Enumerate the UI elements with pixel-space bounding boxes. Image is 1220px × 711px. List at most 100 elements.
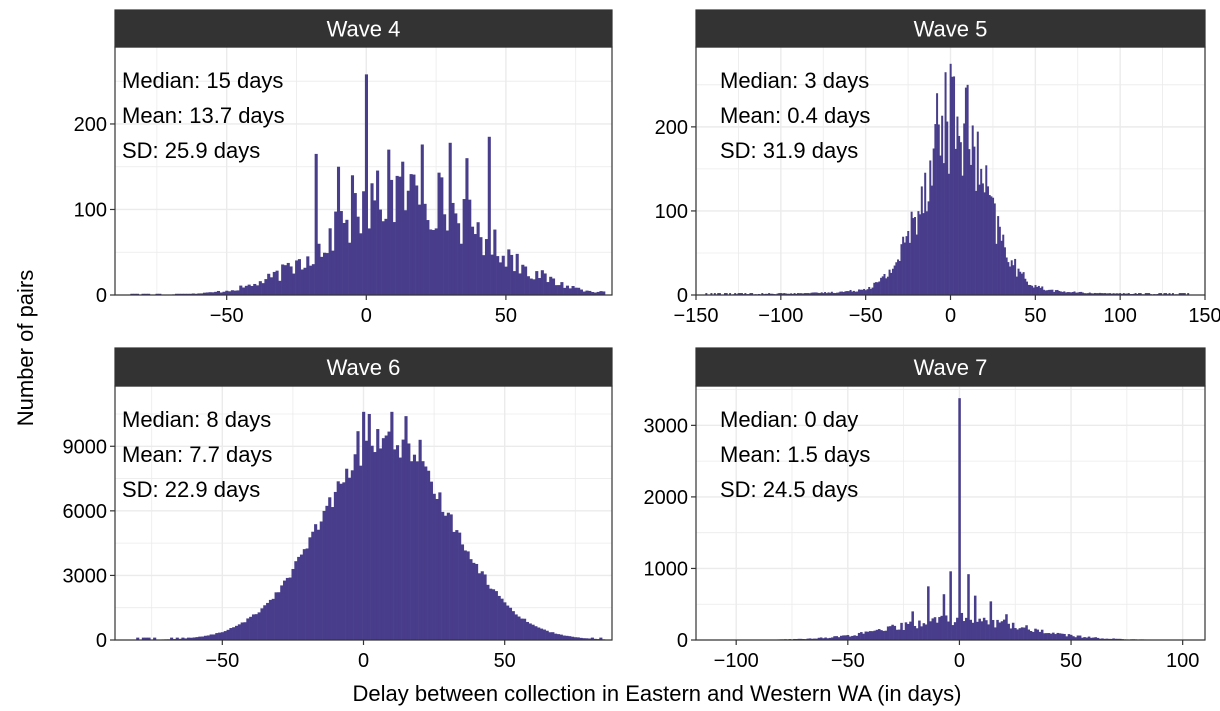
histogram-bar: [277, 592, 281, 640]
histogram-bar: [981, 183, 984, 295]
histogram-bar: [1095, 293, 1098, 295]
histogram-bar: [328, 228, 332, 295]
x-tick-label: 50: [494, 650, 516, 672]
histogram-bar: [828, 637, 832, 640]
histogram-bar: [494, 591, 498, 640]
histogram-bar: [810, 638, 814, 640]
x-tick-label: −150: [673, 305, 718, 327]
histogram-bar: [800, 293, 803, 295]
histogram-bar: [779, 293, 782, 295]
histogram-bars: [712, 398, 1196, 640]
histogram-bar: [1080, 291, 1083, 295]
histogram-bar: [820, 292, 823, 295]
histogram-bar: [582, 291, 586, 295]
histogram-bar: [563, 287, 567, 295]
histogram-bar: [1040, 629, 1044, 640]
histogram-bar: [483, 574, 487, 640]
histogram-bar: [239, 285, 243, 295]
histogram-bar: [258, 281, 262, 295]
histogram-bar: [209, 634, 213, 640]
histogram-bar: [367, 413, 371, 640]
histogram-bar: [479, 237, 483, 295]
histogram-bar: [1088, 292, 1091, 295]
histogram-bar: [863, 288, 866, 295]
histogram-bar: [158, 293, 162, 295]
histogram-bar: [895, 262, 898, 295]
histogram-bar: [805, 293, 808, 295]
histogram-bar: [910, 211, 913, 295]
histogram-bar: [810, 292, 813, 295]
y-tick-label: 0: [677, 630, 688, 652]
histogram-bar: [451, 202, 455, 295]
histogram-bar: [242, 287, 246, 295]
histogram-bar: [175, 637, 179, 640]
histogram-bar: [1003, 247, 1006, 295]
histogram-bar: [135, 293, 140, 295]
histogram-bar: [913, 625, 917, 640]
histogram-bar: [342, 482, 346, 640]
histogram-bar: [1058, 290, 1061, 295]
histogram-bar: [1072, 636, 1075, 640]
histogram-bar: [973, 146, 976, 295]
histogram-bar: [933, 617, 937, 640]
histogram-bar: [935, 622, 939, 640]
histogram-bar: [927, 586, 930, 640]
y-tick-label: 100: [655, 201, 688, 223]
histogram-bar: [392, 222, 396, 295]
histogram-bar: [888, 269, 891, 295]
histogram-bar: [528, 623, 532, 640]
histogram-bar: [1144, 293, 1147, 295]
histogram-bar: [965, 617, 968, 640]
histogram-bar: [866, 631, 870, 640]
histogram-bar: [713, 293, 716, 295]
histogram-bar: [886, 626, 890, 640]
histogram-bar: [961, 175, 964, 295]
histogram-bar: [993, 203, 996, 295]
histogram-bar: [839, 635, 843, 640]
histogram-bar: [417, 204, 422, 295]
histogram-bar: [568, 636, 572, 640]
histogram-bar: [545, 630, 549, 640]
histogram-bar: [1000, 621, 1004, 640]
histogram-bar: [807, 293, 810, 295]
histogram-bar: [851, 635, 854, 640]
histogram-bar: [501, 255, 505, 295]
histogram-bar: [311, 264, 315, 295]
histogram-bar: [951, 625, 955, 640]
histogram-bar: [511, 611, 515, 640]
histogram-bar: [431, 230, 435, 295]
histogram-bar: [297, 556, 301, 640]
histogram-bar: [842, 635, 845, 640]
histogram-bar: [967, 574, 970, 640]
histogram-bar: [297, 259, 301, 295]
stat-annotation: SD: 25.9 days: [122, 138, 260, 163]
histogram-bar: [473, 234, 477, 295]
histogram-bar: [359, 465, 363, 640]
histogram-bar: [970, 164, 973, 295]
histogram-bar: [441, 511, 445, 640]
histogram-bar: [982, 617, 986, 640]
histogram-bar: [591, 292, 595, 295]
histogram-bar: [768, 293, 771, 295]
histogram-bar: [817, 292, 820, 295]
histogram-bar: [776, 293, 779, 295]
histogram-bar: [852, 290, 855, 295]
histogram-bar: [826, 638, 830, 640]
histogram-bar: [525, 621, 529, 640]
histogram-bar: [844, 291, 847, 295]
histogram-bar: [1068, 292, 1071, 295]
histogram-bar: [155, 293, 159, 295]
histogram-bar: [815, 292, 818, 295]
histogram-bar: [322, 510, 326, 640]
histogram-bar: [798, 293, 801, 295]
stat-annotation: Median: 8 days: [122, 407, 271, 432]
histogram-bar: [868, 286, 871, 295]
histogram-bar: [1043, 633, 1046, 640]
histogram-bar: [847, 291, 850, 295]
facet-strip: [695, 9, 1206, 48]
y-tick-label: 100: [74, 199, 107, 221]
histogram-bar: [202, 292, 207, 295]
histogram-bar: [401, 439, 405, 640]
histogram-bar: [1059, 291, 1062, 295]
histogram-bar: [1046, 290, 1049, 295]
